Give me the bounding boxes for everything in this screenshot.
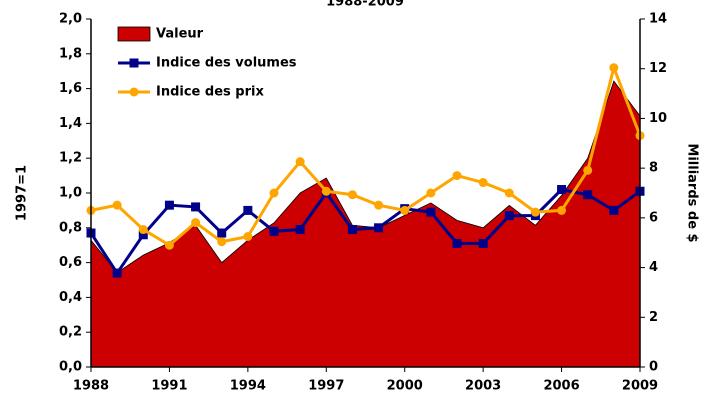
marker [426,207,436,217]
y-tick-label: 0,4 [59,290,82,305]
y2-tick-label: 4 [649,260,658,275]
marker [164,240,174,250]
y2-tick-label: 0 [649,360,658,375]
y-tick-label: 1,0 [59,186,82,201]
line [90,62,642,248]
marker [217,237,227,247]
x-tick-label: 1997 [308,379,344,394]
legend-swatch [117,26,151,42]
marker [374,223,384,233]
y-tick-label: 1,6 [59,81,82,96]
y-tick-label: 1,8 [59,46,82,61]
marker [400,205,410,215]
marker [374,200,384,210]
marker [347,225,357,235]
marker [138,225,148,235]
y-tick-label: 0,2 [59,325,82,340]
marker [452,238,462,248]
y2-tick-label: 12 [649,61,667,76]
marker [191,218,201,228]
line [89,187,641,276]
marker [557,205,567,215]
marker [609,205,619,215]
marker [583,190,593,200]
y2-tick-label: 2 [649,310,658,325]
marker [138,230,148,240]
marker [609,63,619,73]
marker [347,190,357,200]
y2-tick-label: 14 [649,12,667,27]
area [90,80,641,368]
x-tick-label: 1991 [151,379,187,394]
x-tick-label: 2006 [543,379,579,394]
x-tick-label: 1988 [73,379,109,394]
y2-tick-label: 10 [649,111,667,126]
x-tick-label: 2000 [387,379,423,394]
legend-marker [129,87,139,97]
legend-label: Indice des volumes [156,56,297,71]
legend-marker [129,58,139,68]
y-tick-label: 0,8 [59,220,82,235]
marker [504,188,514,198]
chart-title: 1988-2009 [326,0,404,10]
y-tick-label: 0,0 [59,360,82,375]
legend-label: Indice des prix [156,85,264,100]
marker [530,207,540,217]
marker [191,202,201,212]
y-tick-label: 1,4 [59,116,82,131]
marker [269,188,279,198]
marker [243,232,253,241]
y-tick-label: 0,6 [59,255,82,270]
y-axis-label: 1997=1 [15,165,30,221]
marker [504,211,514,221]
legend-label: Valeur [156,27,204,42]
y2-tick-label: 8 [649,161,658,176]
x-tick-label: 1994 [230,379,266,394]
marker [426,188,436,198]
y-tick-label: 1,2 [59,151,82,166]
marker [295,225,305,235]
marker [452,171,462,181]
marker [112,200,122,210]
x-tick-label: 2009 [622,379,658,394]
marker [583,165,593,175]
marker [321,186,331,196]
marker [557,185,567,195]
marker [112,268,122,278]
marker [164,200,174,210]
marker [217,228,227,238]
marker [478,238,488,248]
y-tick-label: 2,0 [59,12,82,27]
y2-axis-label: Milliards de $ [685,143,700,242]
x-tick-label: 2003 [465,379,501,394]
y2-tick-label: 6 [649,210,658,225]
marker [478,178,488,188]
marker [295,157,305,167]
marker [269,226,279,236]
marker [243,205,253,215]
